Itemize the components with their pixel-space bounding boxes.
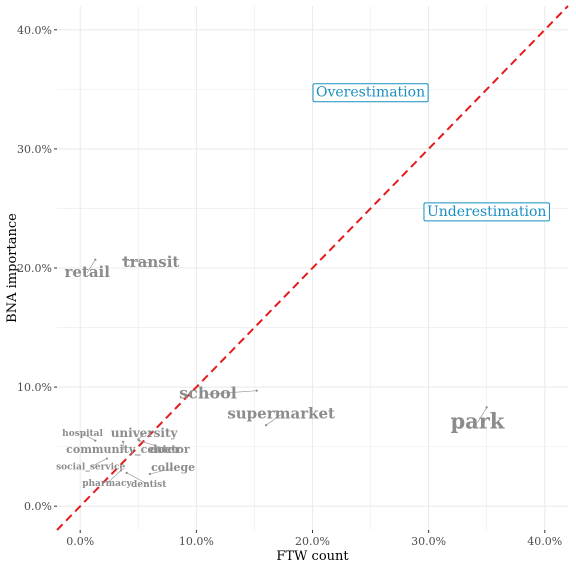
point-label: transit <box>123 253 180 271</box>
data-point <box>264 424 268 427</box>
leader-segment <box>123 259 152 264</box>
data-point-group: park <box>450 406 505 433</box>
leader-segment <box>90 458 108 468</box>
data-point <box>485 406 488 409</box>
data-point-group: retail <box>64 258 110 281</box>
annotations: Overestimation Underestimation <box>312 83 550 222</box>
y-tick-label: 40.0% <box>17 24 52 37</box>
annotation-label: Underestimation <box>423 202 550 222</box>
reference-line <box>56 5 569 531</box>
x-tick-label: 10.0% <box>179 535 214 548</box>
data-point <box>94 258 97 261</box>
point-label: college <box>151 461 195 474</box>
x-tick-label: 0.0% <box>66 535 94 548</box>
data-point-group: dentist <box>125 471 167 490</box>
x-tick-label: 40.0% <box>527 535 562 548</box>
data-point <box>148 472 152 476</box>
y-tick-label: 10.0% <box>17 381 52 394</box>
leader-segment <box>149 467 174 475</box>
data-point-group: community_center <box>66 440 180 457</box>
point-label: school <box>179 384 237 403</box>
axes: 0.0% 10.0% 20.0% 30.0% 40.0% 0.0% 10.0% 20.0% 30… <box>17 24 562 548</box>
y-tick-label: 30.0% <box>17 143 52 156</box>
data-point <box>138 439 141 442</box>
data-point-group: hospital <box>62 429 103 442</box>
data-point <box>122 440 125 443</box>
annotation-label: Overestimation <box>312 83 429 103</box>
leader-segment <box>139 440 170 451</box>
annotation-box <box>312 83 429 103</box>
data-point <box>119 469 122 472</box>
point-label: doctor <box>150 443 190 456</box>
data-point-group: school <box>179 384 258 403</box>
data-point-group: university <box>111 426 179 441</box>
grid <box>57 6 568 530</box>
reference-line-group <box>56 5 569 531</box>
data-point-group: social_service <box>56 457 126 472</box>
annotation-box <box>423 202 550 222</box>
data-point-group: supermarket <box>227 404 335 427</box>
annotation-text: Overestimation <box>316 85 425 101</box>
y-tick-label: 0.0% <box>24 500 52 513</box>
data-point-group: college <box>148 461 195 476</box>
x-tick-label: 30.0% <box>411 535 446 548</box>
data-point <box>105 457 109 460</box>
leader-segment <box>265 414 282 426</box>
point-label: social_service <box>56 462 125 472</box>
annotation-text: Underestimation <box>427 204 547 220</box>
leader-segment <box>82 433 96 441</box>
data-point-group: pharmacy <box>82 469 132 489</box>
point-label: supermarket <box>227 404 335 422</box>
point-label: retail <box>64 263 110 281</box>
leader-segment <box>477 407 488 423</box>
point-label: park <box>450 408 504 433</box>
x-tick-label: 20.0% <box>295 535 330 548</box>
data-point <box>255 389 258 392</box>
data-point <box>94 439 97 442</box>
data-point <box>125 471 128 474</box>
leader-segment <box>86 259 96 273</box>
x-axis-title: FTW count <box>276 549 349 564</box>
y-tick-label: 20.0% <box>17 262 52 275</box>
data-point-group: transit <box>122 253 179 271</box>
point-label: hospital <box>62 429 103 439</box>
point-label: community_center <box>66 443 180 457</box>
leader-segment <box>138 433 145 440</box>
data-point <box>122 258 125 261</box>
y-axis-title: BNA importance <box>5 213 20 323</box>
point-label: dentist <box>131 480 167 490</box>
data-point-group: doctor <box>138 439 190 456</box>
point-label: pharmacy <box>82 479 132 489</box>
leader-segment <box>126 472 149 486</box>
leader-segment <box>207 390 257 395</box>
leader-segment <box>106 470 122 484</box>
point-label: university <box>111 426 179 440</box>
